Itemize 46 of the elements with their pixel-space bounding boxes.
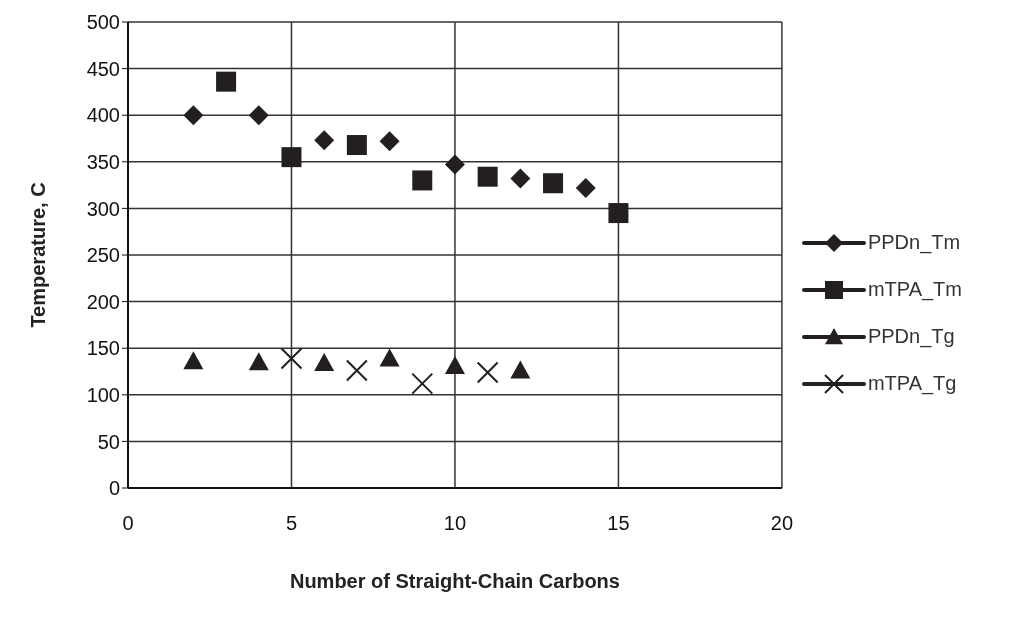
point	[510, 360, 531, 379]
point	[314, 130, 335, 151]
y-tick-label: 100	[86, 383, 120, 406]
point	[281, 147, 302, 168]
point	[248, 352, 269, 371]
point	[608, 203, 629, 224]
y-tick-label: 450	[86, 57, 120, 80]
x-tick-label: 0	[122, 512, 134, 535]
point	[444, 355, 465, 374]
point	[510, 168, 531, 189]
y-tick-label: 150	[86, 337, 120, 360]
legend-label: mTPA_Tg	[867, 372, 957, 395]
x-tick-label: 20	[770, 512, 794, 535]
point	[379, 348, 400, 367]
point	[543, 173, 564, 194]
y-tick-label: 500	[86, 11, 120, 34]
point	[444, 154, 465, 175]
point	[379, 131, 400, 152]
legend-label: mTPA_Tm	[867, 278, 962, 301]
legend-label: PPDn_Tg	[867, 325, 955, 348]
y-tick-label: 200	[86, 290, 120, 313]
point	[280, 347, 303, 370]
point	[477, 166, 498, 187]
point	[314, 353, 335, 372]
point	[216, 71, 237, 92]
point	[575, 177, 596, 198]
y-tick-label: 350	[86, 150, 120, 173]
point	[248, 105, 269, 126]
point	[183, 351, 204, 370]
y-tick-label: 0	[108, 477, 120, 500]
y-tick-label: 50	[97, 430, 120, 453]
x-tick-label: 15	[607, 512, 630, 535]
x-axis-title: Number of Straight-Chain Carbons	[289, 570, 620, 592]
x-tick-label: 10	[443, 512, 467, 535]
y-tick-label: 250	[86, 244, 120, 267]
point	[345, 359, 368, 382]
x-tick-label: 5	[285, 512, 298, 535]
point	[346, 135, 367, 156]
legend-label: PPDn_Tm	[867, 231, 961, 254]
y-tick-label: 400	[86, 104, 120, 127]
point	[476, 361, 499, 384]
y-axis-title: Temperature, C	[27, 182, 50, 328]
y-tick-label: 300	[86, 197, 120, 220]
point	[412, 170, 433, 191]
point	[183, 105, 204, 126]
point	[411, 372, 434, 395]
